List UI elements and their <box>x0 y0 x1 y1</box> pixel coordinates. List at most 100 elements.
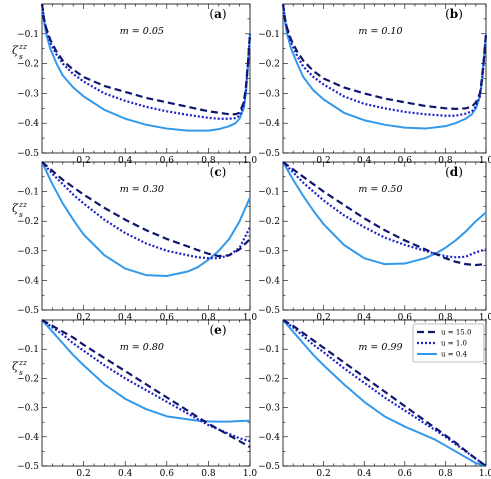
series-line-u04 <box>282 161 487 266</box>
x-tick-label: 0.6 <box>398 156 413 166</box>
m-label: m = 0.50 <box>358 184 402 195</box>
panel-a: 0.2 0.4 0.6 0.8 1.0 −0.1 −0.2 −0.3 −0.4 −0.5 m = 0… <box>12 3 258 166</box>
y-axis-label-sup: zz <box>18 358 27 367</box>
y-axis-label: ζ zzs <box>12 42 27 61</box>
legend-frame <box>412 323 485 363</box>
x-tick-label: 0.6 <box>160 156 175 166</box>
x-tick-label: 0.4 <box>357 156 372 166</box>
x-tick-label: 1.0 <box>479 469 491 479</box>
y-tick-label: −0.3 <box>258 89 280 99</box>
y-tick-label: −0.1 <box>17 30 39 40</box>
y-axis-label-sub: s <box>19 52 23 61</box>
m-label: m = 0.99 <box>358 342 402 353</box>
y-tick-label: −0.5 <box>17 462 39 472</box>
x-tick-label: 0.2 <box>76 469 90 479</box>
series-line-u1 <box>282 319 487 467</box>
panel-e: 0.2 0.4 0.6 0.8 1.0 −0.1 −0.2 −0.3 −0.4 −0.5 m = 0… <box>12 319 257 479</box>
x-tick-label: 0.2 <box>316 156 330 166</box>
y-tick-label: −0.4 <box>17 276 39 286</box>
y-axis-label-sup: zz <box>18 42 27 51</box>
series-line-u04 <box>282 3 487 130</box>
series-line-u15 <box>41 161 251 258</box>
m-label: m = 0.30 <box>120 184 164 195</box>
m-label: m = 0.10 <box>358 26 402 37</box>
y-tick-label: −0.3 <box>17 89 39 99</box>
x-tick-label: 0.8 <box>201 156 216 166</box>
y-axis-label-main: ζ <box>12 360 19 373</box>
x-tick-label: 0.4 <box>118 469 133 479</box>
x-tick-label: 0.2 <box>316 313 330 323</box>
y-tick-label: −0.2 <box>258 374 280 384</box>
x-tick-label: 0.4 <box>118 313 133 323</box>
y-axis-label: ζ zzs <box>12 200 27 219</box>
y-tick-label: −0.3 <box>258 404 280 414</box>
y-tick-label: −0.2 <box>17 217 39 227</box>
y-axis-label-sub: s <box>19 368 23 377</box>
x-tick-label: 0.8 <box>438 469 453 479</box>
y-axis-label-main: ζ <box>12 202 19 215</box>
series-line-u15 <box>282 161 487 267</box>
y-tick-label: −0.1 <box>258 188 280 198</box>
x-tick-label: 0.6 <box>398 313 413 323</box>
series-line-u04 <box>41 161 251 277</box>
x-tick-label: 0.8 <box>201 313 216 323</box>
y-tick-label: −0.1 <box>17 345 39 355</box>
series-line-u15 <box>282 319 487 467</box>
y-tick-label: −0.5 <box>17 306 39 316</box>
panel-d: 0.2 0.4 0.6 0.8 1.0 −0.1 −0.2 −0.3 −0.4 −0.5 m = 0… <box>258 161 491 323</box>
y-tick-label: −0.4 <box>17 433 39 443</box>
y-tick-label: −0.3 <box>17 247 39 257</box>
legend-label: u = 15.0 <box>441 329 471 337</box>
x-tick-label: 0.2 <box>316 469 330 479</box>
y-axis-label-main: ζ <box>12 44 19 57</box>
legend-label: u = 0.4 <box>441 351 468 359</box>
x-tick-label: 1.0 <box>479 156 491 166</box>
y-tick-label: −0.1 <box>258 30 280 40</box>
x-tick-label: 1.0 <box>243 156 258 166</box>
y-tick-label: −0.4 <box>258 276 280 286</box>
y-tick-label: −0.2 <box>17 374 39 384</box>
y-tick-label: −0.1 <box>17 188 39 198</box>
y-tick-label: −0.5 <box>258 462 280 472</box>
x-tick-label: 0.2 <box>76 313 90 323</box>
series-line-u15 <box>41 319 251 448</box>
panel-f: 0.2 0.4 0.6 0.8 1.0 −0.1 −0.2 −0.3 −0.4 −0.5 m = 0… <box>258 319 491 479</box>
y-tick-label: −0.4 <box>17 119 39 129</box>
panel-label: (b) <box>445 7 463 21</box>
y-tick-label: −0.2 <box>258 60 280 70</box>
y-tick-label: −0.4 <box>258 119 280 129</box>
y-tick-label: −0.5 <box>17 149 39 159</box>
y-tick-label: −0.5 <box>258 149 280 159</box>
x-tick-label: 0.8 <box>438 313 453 323</box>
x-tick-label: 0.4 <box>357 313 372 323</box>
series-line-u04 <box>282 319 487 467</box>
y-axis-label: ζ zzs <box>12 358 27 377</box>
x-tick-label: 0.8 <box>201 469 216 479</box>
series-line-u1 <box>281 3 488 117</box>
y-axis-label-sup: zz <box>18 200 27 209</box>
x-tick-label: 0.6 <box>398 469 413 479</box>
m-label: m = 0.05 <box>120 26 164 37</box>
panel-label: (c) <box>210 165 227 179</box>
series-line-u04 <box>41 319 251 423</box>
panel-label: (e) <box>209 323 226 337</box>
x-tick-label: 0.8 <box>438 156 453 166</box>
y-tick-label: −0.2 <box>17 60 39 70</box>
x-tick-label: 0.6 <box>160 469 175 479</box>
y-axis-label-sub: s <box>19 210 23 219</box>
series-line-u1 <box>40 3 252 120</box>
x-tick-label: 1.0 <box>243 313 258 323</box>
y-tick-label: −0.4 <box>258 433 280 443</box>
m-label: m = 0.80 <box>120 342 164 353</box>
y-tick-label: −0.3 <box>258 247 280 257</box>
x-tick-label: 1.0 <box>479 313 491 323</box>
y-tick-label: −0.5 <box>258 306 280 316</box>
series-line-u1 <box>41 319 251 443</box>
x-tick-label: 0.4 <box>357 469 372 479</box>
series-line-u1 <box>41 161 251 260</box>
y-tick-label: −0.1 <box>258 345 280 355</box>
series-line-u04 <box>41 3 251 132</box>
panel-label: (d) <box>445 165 463 179</box>
panel-b: 0.2 0.4 0.6 0.8 1.0 −0.1 −0.2 −0.3 −0.4 −0.5 m = 0… <box>258 3 491 166</box>
